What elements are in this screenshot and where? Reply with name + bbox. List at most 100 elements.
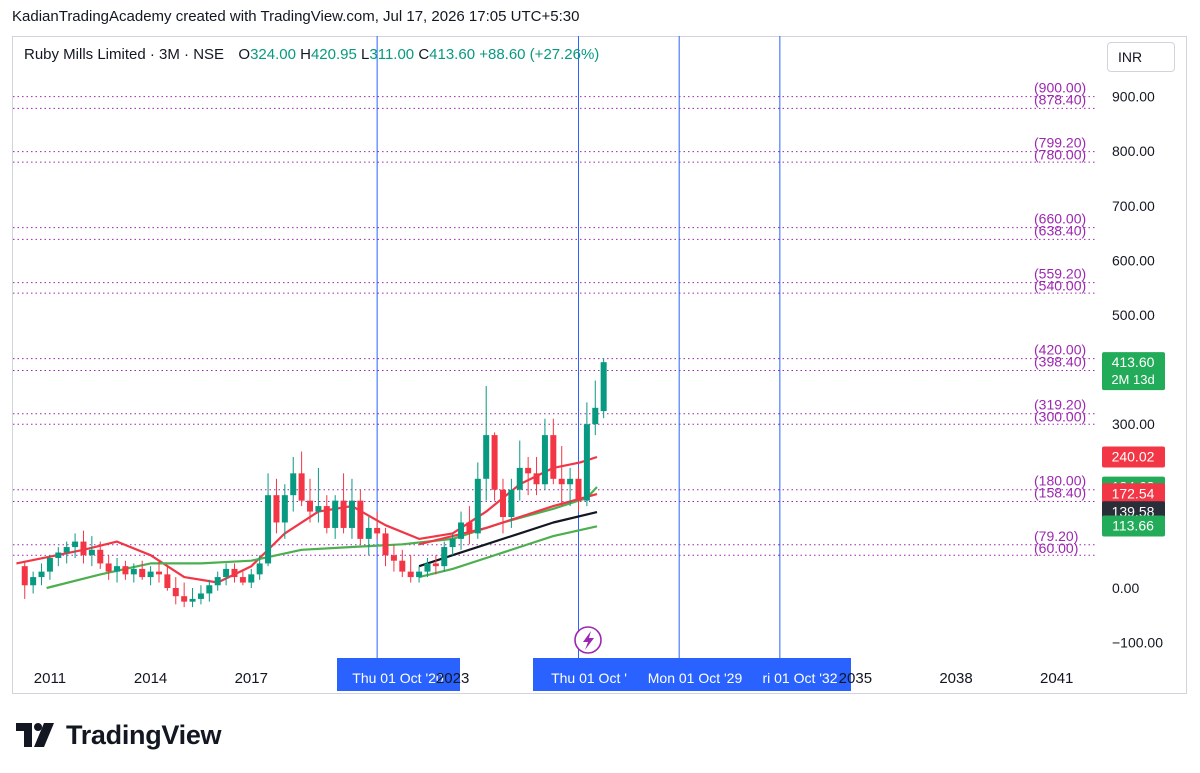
candle (38, 563, 45, 586)
level-label: (878.40) (1034, 92, 1086, 108)
lightning-icon[interactable] (574, 626, 602, 654)
candle-body (441, 547, 448, 567)
candle (281, 484, 288, 539)
candle (432, 555, 439, 575)
candle (365, 517, 372, 556)
candle-body (290, 473, 297, 496)
candle (214, 571, 221, 591)
candle-body (516, 467, 523, 490)
candles (21, 358, 607, 608)
price-badge-value: 113.66 (1112, 517, 1154, 533)
level-label: (300.00) (1034, 409, 1086, 425)
candle-body (130, 568, 137, 575)
candle-body (307, 500, 314, 512)
candle-body (466, 522, 473, 534)
candle-body (155, 571, 162, 575)
y-tick-label: 600.00 (1112, 252, 1155, 268)
candle (164, 566, 171, 591)
level-label: (420.00) (1034, 342, 1086, 358)
vertical-line-label-bg (337, 658, 460, 691)
candle-body (239, 577, 246, 583)
moving-average-line (46, 486, 598, 590)
candle-body (525, 467, 532, 474)
price-badge-value: 139.58 (1112, 503, 1155, 519)
candle (105, 555, 112, 580)
candle-body (265, 495, 272, 564)
candle (382, 527, 389, 567)
candle-body (600, 362, 607, 412)
brand-name: TradingView (66, 719, 222, 750)
candle (21, 560, 28, 599)
candle (97, 541, 104, 569)
candle-body (592, 407, 599, 425)
candle-body (407, 571, 414, 578)
candle-body (223, 568, 230, 578)
candle-body (348, 500, 355, 528)
candle (323, 495, 330, 534)
candle (348, 478, 355, 539)
candle-body (508, 489, 515, 518)
price-axis: 900.00 800.00 700.00 600.00 500.00 300.00 0.00… (1112, 89, 1163, 651)
candle-body (399, 560, 406, 572)
level-label: (60.00) (1034, 540, 1078, 556)
x-tick-label: 2011 (34, 670, 66, 687)
time-axis: 2011 2014 2017 2023 2035 2038 2041 (34, 670, 1074, 687)
y-tick-label: 800.00 (1112, 143, 1155, 159)
y-tick-label: −100.00 (1112, 635, 1163, 651)
candle (189, 588, 196, 608)
vertical-line-label: ri 01 Oct '32 (762, 670, 837, 686)
candle-body (550, 435, 557, 479)
candle (206, 579, 213, 602)
vertical-line-label: Mon 01 Oct '29 (648, 670, 743, 686)
open-label: O (238, 46, 251, 63)
candle (474, 462, 481, 539)
candle (441, 541, 448, 572)
candle (600, 358, 607, 419)
candle (307, 478, 314, 523)
candle (315, 467, 322, 523)
currency-button[interactable]: INR (1107, 42, 1175, 72)
candle-body (231, 568, 238, 578)
moving-averages (16, 455, 598, 590)
candle (525, 456, 532, 496)
candle (55, 547, 62, 567)
candle-body (164, 574, 171, 588)
candle (197, 585, 204, 605)
fib-levels: (900.00)(878.40) (799.20)(780.00) (660.00)… (13, 80, 1097, 556)
candle (340, 473, 347, 534)
candle-body (458, 522, 465, 539)
candle (223, 563, 230, 586)
candle-body (63, 547, 70, 553)
candle (592, 380, 599, 436)
tradingview-logo[interactable]: TradingView (16, 718, 222, 752)
x-tick-label: 2014 (134, 670, 167, 687)
candle-body (432, 563, 439, 567)
candle-body (449, 538, 456, 548)
vertical-line-label-bg (749, 658, 851, 691)
price-badge (1102, 446, 1165, 468)
symbol-name[interactable]: Ruby Mills Limited · 3M · NSE (24, 46, 225, 63)
y-tick-label: 0.00 (1112, 580, 1139, 596)
price-badge-value: 240.02 (1112, 448, 1155, 464)
candle (374, 511, 381, 539)
candle (72, 533, 79, 558)
level-label: (319.20) (1034, 397, 1086, 413)
y-tick-label: 700.00 (1112, 198, 1155, 214)
candle-body (122, 566, 129, 575)
low-value: 311.00 (369, 46, 415, 63)
candle-body (206, 585, 213, 594)
candle (558, 446, 565, 507)
price-badge-value: 413.60 (1112, 354, 1155, 370)
candle-body (365, 527, 372, 539)
candle (298, 451, 305, 507)
level-label: (900.00) (1034, 80, 1086, 96)
candle-body (323, 506, 330, 528)
candle (491, 432, 498, 501)
candle-body (80, 541, 87, 556)
candle-body (340, 500, 347, 528)
candle (541, 418, 548, 490)
close-label: C (418, 46, 430, 63)
tradingview-logo-icon (16, 723, 54, 747)
candle-body (416, 571, 423, 578)
